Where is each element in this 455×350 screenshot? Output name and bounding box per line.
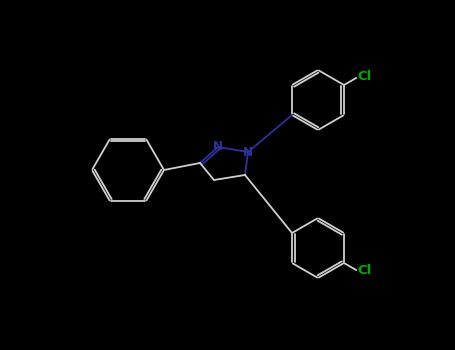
- Text: N: N: [213, 140, 223, 154]
- Text: N: N: [243, 146, 253, 159]
- Text: Cl: Cl: [357, 265, 371, 278]
- Text: Cl: Cl: [357, 70, 371, 84]
